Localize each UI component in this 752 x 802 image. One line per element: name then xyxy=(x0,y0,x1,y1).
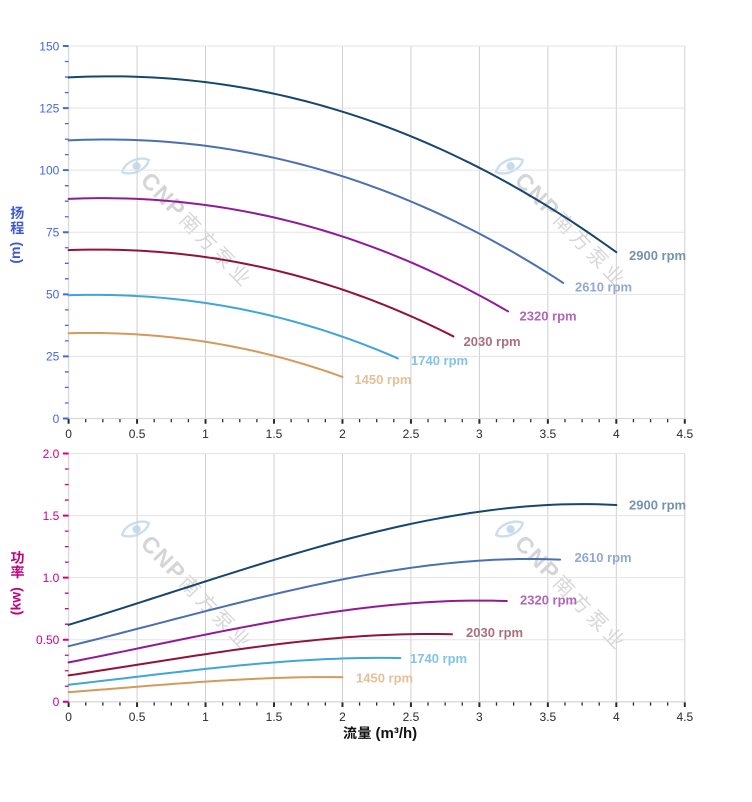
svg-text:1.5: 1.5 xyxy=(266,710,283,724)
svg-text:150: 150 xyxy=(39,39,59,53)
svg-text:2.5: 2.5 xyxy=(403,710,420,724)
svg-text:2320 rpm: 2320 rpm xyxy=(520,309,577,324)
svg-text:0.5: 0.5 xyxy=(129,427,146,441)
svg-text:0: 0 xyxy=(65,710,72,724)
svg-text:25: 25 xyxy=(46,350,60,364)
svg-text:(m³/h): (m³/h) xyxy=(376,725,418,742)
svg-text:2.5: 2.5 xyxy=(403,427,420,441)
svg-text:2.0: 2.0 xyxy=(43,447,60,461)
svg-text:2320 rpm: 2320 rpm xyxy=(520,593,577,608)
svg-text:2030 rpm: 2030 rpm xyxy=(464,334,521,349)
svg-text:1740 rpm: 1740 rpm xyxy=(410,651,467,666)
svg-text:2900 rpm: 2900 rpm xyxy=(629,498,686,513)
svg-text:1.5: 1.5 xyxy=(43,509,60,523)
svg-text:125: 125 xyxy=(39,101,59,115)
svg-text:75: 75 xyxy=(46,226,60,240)
svg-text:4.5: 4.5 xyxy=(676,427,693,441)
svg-text:100: 100 xyxy=(39,163,59,177)
svg-text:3: 3 xyxy=(476,427,483,441)
svg-text:2900 rpm: 2900 rpm xyxy=(629,248,686,263)
svg-text:2610 rpm: 2610 rpm xyxy=(575,280,632,295)
svg-text:1450 rpm: 1450 rpm xyxy=(354,372,411,387)
svg-text:2030 rpm: 2030 rpm xyxy=(466,625,523,640)
svg-text:2: 2 xyxy=(339,710,346,724)
svg-text:1.5: 1.5 xyxy=(266,427,283,441)
svg-text:1: 1 xyxy=(202,710,209,724)
svg-text:(kw): (kw) xyxy=(8,587,24,615)
svg-text:4: 4 xyxy=(613,710,620,724)
svg-text:4.5: 4.5 xyxy=(676,710,693,724)
svg-text:50: 50 xyxy=(46,288,60,302)
svg-text:2: 2 xyxy=(339,427,346,441)
svg-text:3: 3 xyxy=(476,710,483,724)
svg-text:1.0: 1.0 xyxy=(43,571,60,585)
svg-text:3.5: 3.5 xyxy=(540,710,557,724)
svg-text:0.5: 0.5 xyxy=(129,710,146,724)
svg-text:0.50: 0.50 xyxy=(36,633,60,647)
svg-text:1450 rpm: 1450 rpm xyxy=(356,671,413,686)
svg-text:0: 0 xyxy=(53,695,60,709)
svg-text:1: 1 xyxy=(202,427,209,441)
svg-text:4: 4 xyxy=(613,427,620,441)
svg-text:(m): (m) xyxy=(7,242,23,264)
svg-text:0: 0 xyxy=(65,427,72,441)
svg-text:0: 0 xyxy=(53,412,60,426)
svg-text:2610 rpm: 2610 rpm xyxy=(575,550,632,565)
svg-text:1740 rpm: 1740 rpm xyxy=(411,353,468,368)
svg-text:3.5: 3.5 xyxy=(540,427,557,441)
